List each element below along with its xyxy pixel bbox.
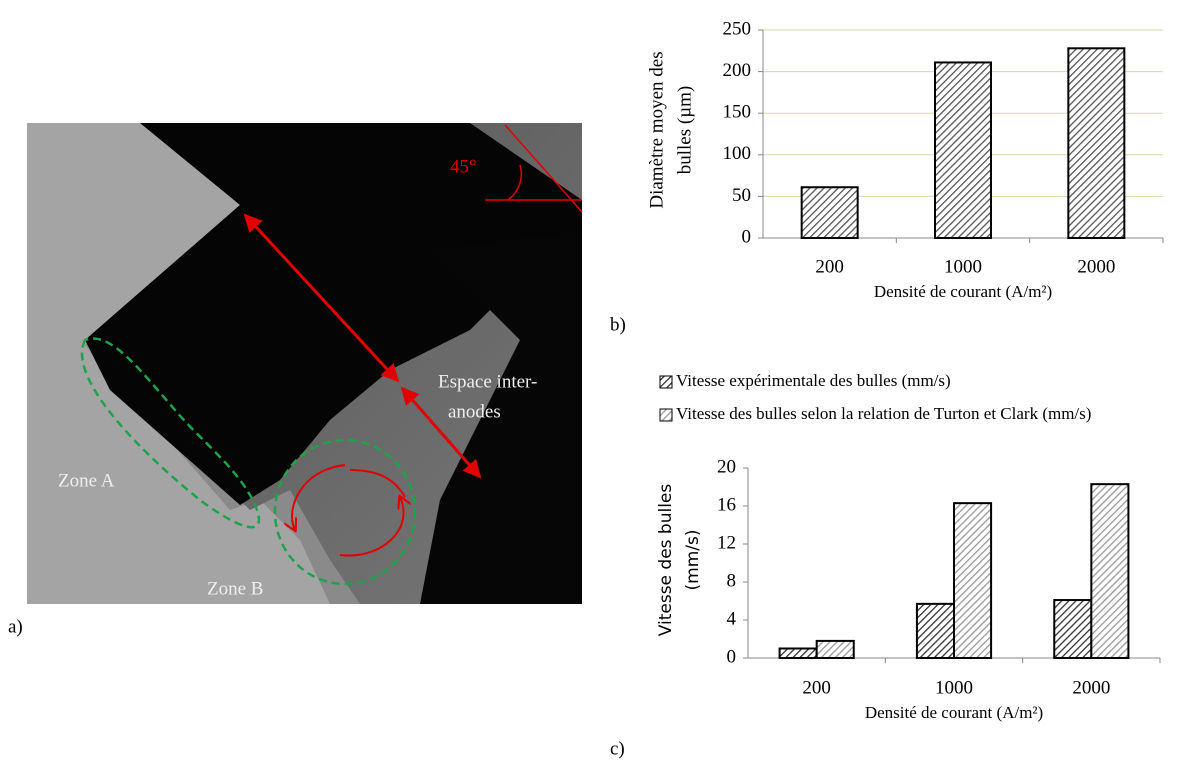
- bar: [778, 647, 818, 659]
- bar: [953, 502, 993, 659]
- bar: [934, 61, 992, 240]
- y-tick-label: 250: [723, 18, 752, 39]
- x-tick-label: 200: [802, 677, 831, 698]
- bar: [1090, 483, 1130, 659]
- y-tick-label: 8: [727, 570, 737, 591]
- y-axis-label: (mm/s): [683, 530, 703, 591]
- y-tick-label: 50: [732, 185, 751, 206]
- y-axis-label: Vitesse des bulles: [656, 484, 676, 637]
- zone-label: Zone B: [207, 578, 263, 599]
- gap-label: anodes: [448, 401, 501, 422]
- y-tick-label: 100: [723, 143, 752, 164]
- x-axis-label: Densité de courant (A/m²): [865, 703, 1043, 722]
- x-tick-label: 2000: [1072, 677, 1110, 698]
- zone-label: Zone A: [58, 470, 115, 491]
- y-tick-label: 20: [717, 456, 736, 477]
- y-tick-label: 4: [727, 608, 737, 629]
- x-tick-label: 1000: [944, 256, 982, 277]
- legend-label: Vitesse des bulles selon la relation de …: [676, 404, 1091, 423]
- bar: [915, 602, 955, 659]
- y-tick-label: 200: [723, 60, 752, 81]
- y-tick-label: 12: [717, 532, 736, 553]
- panel-label: c): [610, 738, 625, 759]
- legend-swatch: [659, 408, 673, 422]
- x-tick-label: 1000: [935, 677, 973, 698]
- y-tick-label: 16: [717, 494, 736, 515]
- y-tick-label: 0: [742, 226, 752, 247]
- gap-label: Espace inter-: [438, 371, 537, 392]
- bar: [1053, 599, 1093, 659]
- x-axis-label: Densité de courant (A/m²): [874, 282, 1052, 301]
- panel-label: a): [8, 616, 23, 637]
- bar: [1067, 47, 1126, 239]
- y-axis-label: bulles (µm): [674, 86, 695, 175]
- angle-label: 45°: [450, 156, 477, 177]
- bar: [815, 639, 855, 660]
- legend-swatch: [659, 375, 673, 389]
- photo: 45° Espace inter- anodes Zone A Zone B: [27, 123, 583, 604]
- panel-label: b): [610, 314, 626, 335]
- bar: [800, 186, 859, 239]
- y-tick-label: 0: [727, 646, 737, 667]
- legend-label: Vitesse expérimentale des bulles (mm/s): [676, 371, 951, 390]
- x-tick-label: 2000: [1077, 256, 1115, 277]
- y-axis-label: Diamètre moyen des: [646, 51, 667, 208]
- x-tick-label: 200: [815, 256, 844, 277]
- y-tick-label: 150: [723, 102, 752, 123]
